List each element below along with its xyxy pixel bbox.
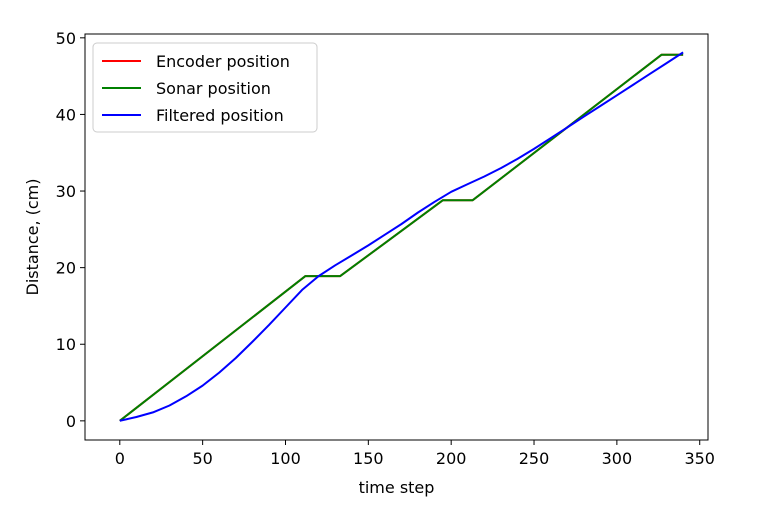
x-tick-label: 300 [602, 449, 633, 468]
legend-box [92, 42, 318, 133]
series-line-3 [119, 51, 684, 422]
legend-label: Filtered position [156, 106, 284, 125]
x-tick-label: 50 [192, 449, 212, 468]
y-axis: 0 10 20 30 40 50 [56, 29, 85, 431]
plot-frame [84, 33, 709, 441]
legend: Encoder position Sonar position Filtered p… [92, 42, 318, 133]
x-axis-label: time step [359, 478, 435, 497]
x-tick-label: 350 [684, 449, 715, 468]
y-axis-label: Distance, (cm) [23, 179, 42, 296]
x-tick-label: 100 [270, 449, 301, 468]
x-tick-label: 200 [436, 449, 467, 468]
x-tick-label: 0 [115, 449, 125, 468]
y-tick-label: 40 [56, 105, 76, 124]
x-tick-label: 150 [353, 449, 384, 468]
x-axis: 0 50 100 150 200 250 300 350 [115, 440, 715, 468]
y-tick-label: 50 [56, 29, 76, 48]
y-tick-label: 0 [66, 412, 76, 431]
y-tick-label: 20 [56, 259, 76, 278]
y-tick-label: 30 [56, 182, 76, 201]
plot-lines [119, 51, 684, 422]
legend-label: Encoder position [156, 52, 290, 71]
y-tick-label: 10 [56, 335, 76, 354]
legend-label: Sonar position [156, 79, 271, 98]
x-tick-label: 250 [519, 449, 550, 468]
series-line-2 [119, 53, 684, 422]
